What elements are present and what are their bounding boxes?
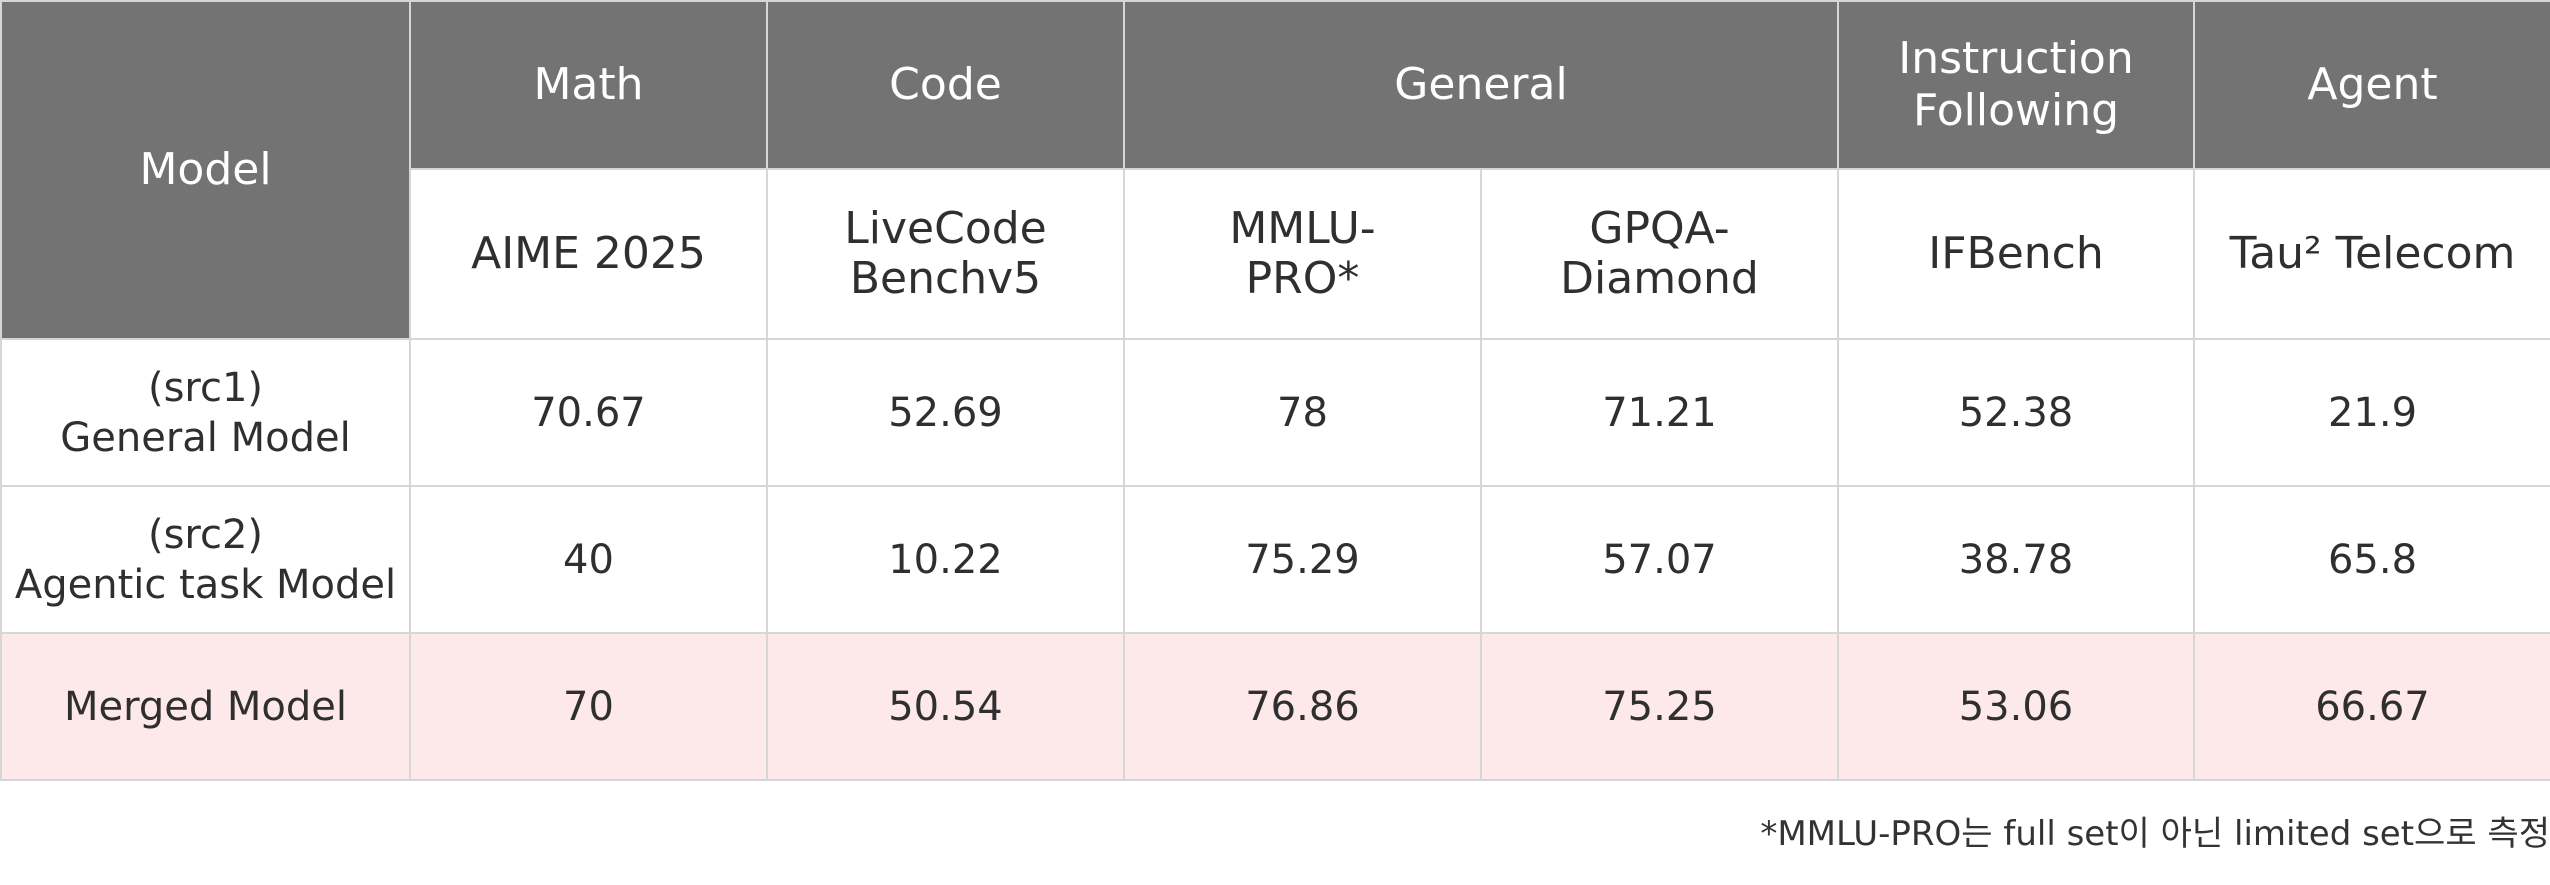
- score-cell-aime-2025: 70: [409, 632, 768, 781]
- score-cell-tau2-telecom: 65.8: [2193, 485, 2550, 634]
- score-cell-ifbench: 38.78: [1837, 485, 2195, 634]
- score-cell-gpqa-diamond: 75.25: [1480, 632, 1839, 781]
- model-name-line-1: (src1): [147, 364, 264, 411]
- benchmark-header-livecodebench: LiveCode Benchv5: [766, 168, 1125, 340]
- score-cell-ifbench: 52.38: [1837, 338, 2195, 487]
- score-cell-livecodebench: 10.22: [766, 485, 1125, 634]
- results-table: Model Math Code General Instruction Foll…: [0, 0, 2550, 781]
- table-row-merged: Merged Model 70 50.54 76.86 75.25 53.06 …: [0, 632, 2550, 781]
- score-cell-gpqa-diamond: 57.07: [1480, 485, 1839, 634]
- group-label: Code: [889, 59, 1002, 110]
- model-name-line-2: General Model: [60, 414, 351, 461]
- model-name-cell: (src1) General Model: [0, 338, 411, 487]
- score-cell-aime-2025: 70.67: [409, 338, 768, 487]
- group-header-instruction-following: Instruction Following: [1837, 0, 2195, 170]
- benchmark-header-tau2-telecom: Tau² Telecom: [2193, 168, 2550, 340]
- model-name-cell: (src2) Agentic task Model: [0, 485, 411, 634]
- score-cell-tau2-telecom: 66.67: [2193, 632, 2550, 781]
- group-label: General: [1394, 59, 1568, 110]
- table-row: (src2) Agentic task Model 40 10.22 75.29…: [0, 485, 2550, 634]
- model-name-line-1: (src2): [147, 511, 264, 558]
- score-cell-gpqa-diamond: 71.21: [1480, 338, 1839, 487]
- benchmark-label-line-2: Diamond: [1560, 253, 1759, 304]
- group-header-math: Math: [409, 0, 768, 170]
- score-cell-livecodebench: 52.69: [766, 338, 1125, 487]
- model-name-line-2: Agentic task Model: [14, 561, 397, 608]
- model-name-cell: Merged Model: [0, 632, 411, 781]
- benchmark-header-mmlu-pro: MMLU- PRO*: [1123, 168, 1482, 340]
- group-label: Math: [533, 59, 644, 110]
- benchmark-label-line-2: PRO*: [1245, 253, 1360, 304]
- benchmark-header-row: AIME 2025 LiveCode Benchv5 MMLU- PRO* GP…: [1, 168, 2550, 340]
- table-row: (src1) General Model 70.67 52.69 78 71.2…: [0, 338, 2550, 487]
- score-cell-ifbench: 53.06: [1837, 632, 2195, 781]
- score-cell-mmlu-pro: 78: [1123, 338, 1482, 487]
- group-header-agent: Agent: [2193, 0, 2550, 170]
- benchmark-label-line-1: MMLU-: [1229, 203, 1376, 254]
- score-cell-livecodebench: 50.54: [766, 632, 1125, 781]
- benchmark-header-ifbench: IFBench: [1837, 168, 2195, 340]
- benchmark-label-line-1: LiveCode: [844, 203, 1047, 254]
- score-cell-mmlu-pro: 75.29: [1123, 485, 1482, 634]
- group-label-line-1: Instruction: [1898, 33, 2134, 84]
- group-header-row: Model Math Code General Instruction Foll…: [0, 0, 2550, 340]
- benchmark-label: AIME 2025: [471, 228, 706, 279]
- benchmark-header-gpqa-diamond: GPQA- Diamond: [1480, 168, 1839, 340]
- score-cell-aime-2025: 40: [409, 485, 768, 634]
- benchmark-label: IFBench: [1928, 228, 2104, 279]
- model-name-line-1: Merged Model: [63, 683, 348, 730]
- group-header-general: General: [1123, 0, 1839, 170]
- model-column-header: Model: [0, 0, 411, 340]
- benchmark-header-aime-2025: AIME 2025: [409, 168, 768, 340]
- score-cell-tau2-telecom: 21.9: [2193, 338, 2550, 487]
- footnote: *MMLU-PRO는 full set이 아닌 limited set으로 측정: [1760, 814, 2550, 854]
- benchmark-label-line-1: GPQA-: [1589, 203, 1730, 254]
- benchmark-label: Tau² Telecom: [2229, 228, 2516, 279]
- group-header-code: Code: [766, 0, 1125, 170]
- group-label-line-2: Following: [1912, 85, 2120, 136]
- benchmark-label-line-2: Benchv5: [849, 253, 1042, 304]
- group-label: Agent: [2307, 59, 2438, 110]
- score-cell-mmlu-pro: 76.86: [1123, 632, 1482, 781]
